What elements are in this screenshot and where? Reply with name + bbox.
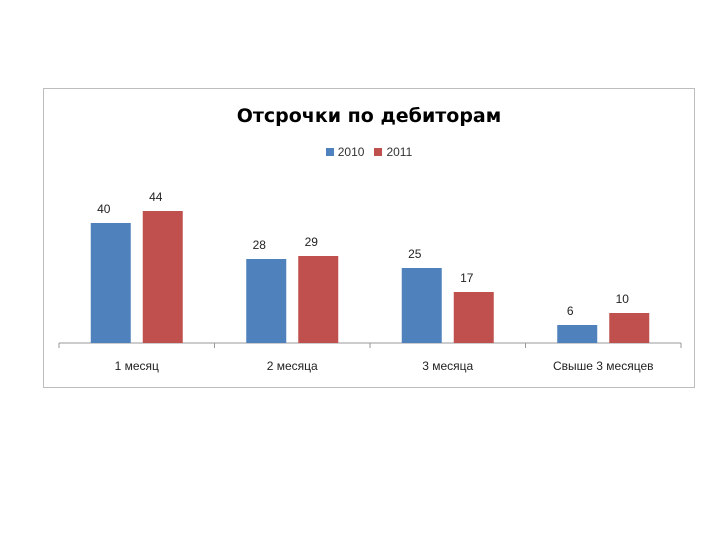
chart-title: Отсрочки по дебиторам xyxy=(236,105,502,127)
data-label-2011-3: 17 xyxy=(460,271,474,285)
bar-2011-4 xyxy=(609,313,650,343)
legend-label-2011: 2011 xyxy=(386,145,413,159)
bar-2010-2 xyxy=(246,259,287,343)
data-label-2010-1: 40 xyxy=(97,202,111,216)
bar-2010-1 xyxy=(90,223,131,343)
legend-swatch-2010 xyxy=(325,148,334,156)
bar-2011-1 xyxy=(142,211,183,343)
bar-2011-3 xyxy=(453,292,494,343)
plot-area: 40 44 1 месяц 28 29 2 месяца 25 17 3 месяца 6 10 Св… xyxy=(58,190,682,373)
bar-2010-3 xyxy=(401,268,442,343)
data-label-2010-2: 28 xyxy=(253,238,267,252)
bar-2011-2 xyxy=(298,256,339,343)
category-label-1: 1 месяц xyxy=(115,359,159,373)
legend: 2010 2011 xyxy=(44,145,694,159)
category-label-4: Свыше 3 месяцев xyxy=(553,359,654,373)
legend-item-2011: 2011 xyxy=(374,145,412,159)
legend-item-2010: 2010 xyxy=(325,145,365,159)
legend-swatch-2011 xyxy=(374,148,383,156)
data-label-2010-3: 25 xyxy=(408,247,422,261)
data-label-2010-4: 6 xyxy=(567,304,574,318)
bar-2010-4 xyxy=(557,325,598,343)
category-label-3: 3 месяца xyxy=(422,359,473,373)
data-label-2011-4: 10 xyxy=(616,292,630,306)
data-label-2011-1: 44 xyxy=(149,190,163,204)
category-label-2: 2 месяца xyxy=(267,359,318,373)
data-label-2011-2: 29 xyxy=(305,235,319,249)
legend-label-2010: 2010 xyxy=(337,145,365,159)
chart-frame: Отсрочки по дебиторам 2010 2011 40 44 1 ме… xyxy=(43,88,695,388)
